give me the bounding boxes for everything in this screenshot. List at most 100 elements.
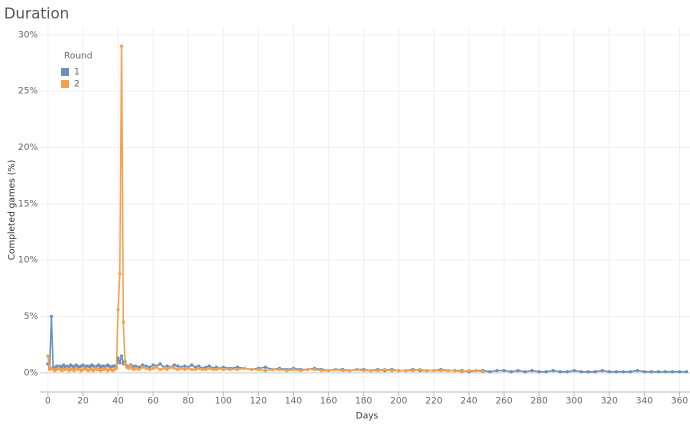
- point: [123, 362, 127, 366]
- point: [62, 363, 66, 367]
- point: [355, 367, 359, 372]
- point: [46, 354, 50, 358]
- point: [65, 366, 69, 370]
- point: [200, 367, 204, 372]
- point: [151, 363, 155, 367]
- x-tick-label: 360: [671, 397, 688, 407]
- legend-title: Round: [64, 52, 92, 62]
- point: [172, 363, 176, 367]
- x-tick-label: 320: [601, 397, 618, 407]
- point: [537, 370, 541, 374]
- point: [151, 366, 155, 370]
- x-tick-label: 80: [183, 397, 195, 407]
- legend-swatch: [61, 68, 69, 76]
- y-tick-label: 0%: [24, 368, 39, 378]
- point: [558, 370, 562, 374]
- point: [642, 370, 646, 374]
- point: [628, 370, 632, 374]
- point: [312, 367, 317, 372]
- point: [118, 361, 122, 365]
- point: [488, 370, 492, 374]
- y-tick-label: 25%: [18, 87, 38, 97]
- x-tick-label: 60: [147, 397, 159, 407]
- legend-swatch: [61, 80, 69, 88]
- point: [663, 370, 668, 374]
- point: [565, 370, 569, 374]
- point: [179, 366, 183, 370]
- point: [362, 368, 366, 373]
- point: [397, 368, 401, 373]
- point: [72, 368, 76, 373]
- point: [516, 368, 520, 373]
- x-tick-label: 0: [45, 397, 51, 407]
- point: [214, 365, 218, 369]
- point: [165, 367, 169, 372]
- point: [411, 368, 415, 373]
- point: [144, 366, 148, 370]
- point: [169, 365, 173, 369]
- point: [119, 354, 124, 358]
- legend-label: 1: [74, 68, 80, 78]
- point: [97, 363, 101, 367]
- point: [228, 367, 232, 372]
- y-tick-label: 15%: [18, 199, 38, 209]
- x-tick-label: 160: [320, 397, 337, 407]
- x-tick-label: 240: [460, 397, 477, 407]
- point: [204, 367, 208, 372]
- point: [326, 368, 331, 373]
- point: [128, 364, 132, 368]
- point: [141, 363, 145, 367]
- point: [190, 363, 194, 367]
- chart-title: Duration: [4, 5, 69, 23]
- point: [221, 365, 225, 369]
- point: [509, 370, 513, 374]
- point: [572, 368, 576, 373]
- y-tick-label: 10%: [18, 256, 38, 266]
- point: [383, 367, 387, 372]
- point: [114, 366, 118, 370]
- point: [376, 368, 380, 373]
- x-tick-label: 300: [566, 397, 583, 407]
- x-tick-label: 200: [390, 397, 407, 407]
- point: [319, 368, 324, 373]
- y-tick-label: 30%: [18, 30, 38, 40]
- point: [291, 367, 296, 372]
- point: [134, 364, 138, 368]
- point: [148, 367, 152, 372]
- point: [141, 365, 145, 369]
- point: [621, 370, 625, 374]
- point: [235, 367, 239, 372]
- point: [263, 365, 268, 369]
- point: [116, 308, 120, 312]
- point: [249, 367, 254, 372]
- point: [474, 368, 478, 373]
- point: [144, 364, 148, 368]
- point: [158, 367, 162, 372]
- series-line: [47, 46, 484, 373]
- point: [126, 366, 131, 370]
- point: [439, 368, 443, 373]
- x-tick-label: 140: [285, 397, 302, 407]
- point: [530, 368, 534, 373]
- point: [544, 370, 548, 374]
- point: [81, 363, 85, 367]
- point: [137, 367, 141, 372]
- point: [119, 44, 124, 48]
- point: [348, 368, 352, 373]
- point: [207, 364, 211, 368]
- point: [523, 370, 527, 374]
- point: [453, 368, 457, 373]
- point: [404, 368, 408, 373]
- point: [190, 367, 194, 372]
- point: [118, 272, 122, 276]
- x-tick-label: 40: [112, 397, 124, 407]
- point: [614, 370, 618, 374]
- point: [305, 367, 310, 372]
- point: [446, 368, 450, 373]
- point: [186, 366, 190, 370]
- point: [197, 366, 201, 370]
- point: [263, 368, 268, 373]
- point: [649, 370, 654, 374]
- point: [418, 367, 422, 372]
- point: [242, 366, 246, 370]
